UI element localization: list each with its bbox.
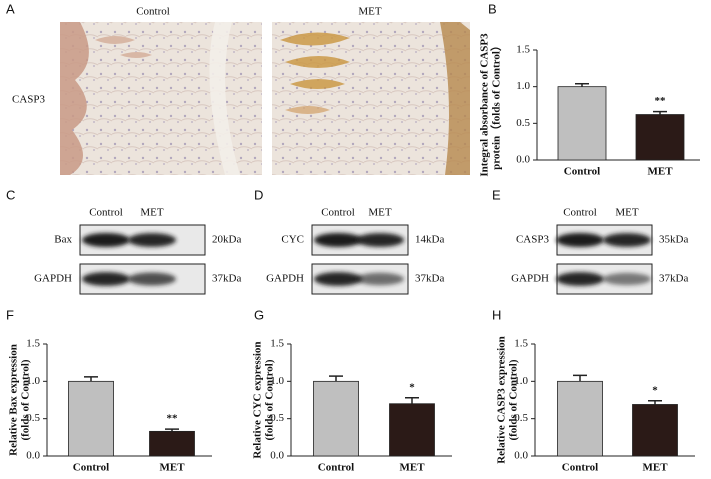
size-label: 20kDa: [212, 234, 241, 246]
y-tick-label: 1.0: [270, 375, 284, 387]
y-tick-label: 0.5: [516, 117, 530, 129]
lane-label: MET: [140, 207, 164, 219]
panel-label: F: [6, 307, 14, 322]
protein-label: CASP3: [516, 234, 550, 246]
lane-label: MET: [368, 207, 392, 219]
lane-label: Control: [89, 207, 123, 219]
error-bar: [405, 397, 419, 404]
y-tick-label: 1.5: [270, 338, 284, 350]
error-bar: [84, 376, 98, 382]
lane-label: MET: [615, 207, 639, 219]
y-tick-label: 0.0: [270, 450, 284, 462]
column-label: MET: [358, 6, 382, 18]
error-bar: [165, 428, 179, 432]
panel-label: A: [6, 1, 15, 16]
y-axis-label: (folds of Control): [20, 359, 32, 440]
y-axis-label: Relative Bax expression: [8, 344, 20, 456]
error-bar: [648, 399, 662, 405]
blot-band: [556, 233, 604, 247]
protein-label: Bax: [54, 234, 72, 246]
y-tick-label: 0.5: [270, 412, 284, 424]
y-tick-label: 0.0: [26, 450, 40, 462]
bar: [557, 86, 607, 161]
y-axis-label: Relative CYC expression: [252, 341, 264, 458]
blot-band: [356, 272, 404, 286]
blot-band: [314, 233, 362, 247]
error-bar: [329, 375, 343, 382]
blot-band: [82, 233, 130, 247]
y-tick-label: 0.5: [514, 412, 528, 424]
blot-band: [556, 272, 604, 286]
bar: [149, 430, 195, 457]
histology-image: [272, 22, 470, 175]
error-bar: [573, 374, 587, 382]
blot-band: [314, 272, 362, 286]
blot-band: [603, 233, 651, 247]
blot-band: [603, 272, 651, 286]
significance-mark: *: [652, 384, 658, 396]
blot-band: [128, 272, 176, 286]
panel-label: H: [492, 307, 501, 322]
y-axis-label: (folds of Control): [264, 359, 276, 440]
panel-label: G: [254, 307, 264, 322]
y-tick-label: 1.5: [26, 338, 40, 350]
y-tick-label: 0.0: [514, 450, 528, 462]
bar: [389, 403, 435, 457]
x-tick-label: MET: [647, 166, 673, 178]
blot-band: [356, 233, 404, 247]
protein-label: GAPDH: [266, 273, 304, 285]
y-tick-label: 1.5: [514, 338, 528, 350]
protein-label: GAPDH: [511, 273, 549, 285]
x-tick-label: Control: [564, 166, 600, 178]
significance-mark: *: [409, 381, 415, 393]
y-tick-label: 1.0: [514, 375, 528, 387]
y-axis-label: (folds of Control): [508, 359, 520, 440]
y-axis-label: Relative CASP3 expression: [496, 336, 508, 464]
y-tick-label: 1.5: [516, 44, 530, 56]
panel-label: B: [488, 1, 497, 16]
x-tick-label: MET: [159, 462, 185, 474]
panel-label: C: [6, 187, 15, 202]
y-axis-label: Integral absorbance of CASP3: [479, 33, 491, 177]
size-label: 37kDa: [212, 273, 241, 285]
significance-mark: **: [167, 413, 179, 425]
x-tick-label: Control: [73, 462, 109, 474]
error-bar: [653, 110, 667, 115]
blot-band: [82, 272, 130, 286]
x-tick-label: MET: [399, 462, 425, 474]
lane-label: Control: [563, 207, 597, 219]
y-tick-label: 1.0: [516, 80, 530, 92]
column-label: Control: [136, 6, 170, 18]
bar: [632, 404, 678, 457]
y-axis-label: protein（folds of Control）: [490, 40, 503, 170]
x-tick-label: MET: [642, 462, 668, 474]
significance-mark: **: [655, 95, 667, 107]
y-tick-label: 0.0: [516, 154, 530, 166]
size-label: 35kDa: [659, 234, 688, 246]
bar: [557, 380, 603, 457]
protein-label: GAPDH: [34, 273, 72, 285]
bar: [635, 114, 685, 161]
x-tick-label: Control: [562, 462, 598, 474]
row-label: CASP3: [12, 94, 46, 106]
bar: [313, 380, 359, 457]
y-tick-label: 0.5: [26, 412, 40, 424]
panel-label: D: [254, 187, 263, 202]
bar: [68, 380, 114, 457]
y-tick-label: 1.0: [26, 375, 40, 387]
x-tick-label: Control: [318, 462, 354, 474]
error-bar: [575, 82, 589, 87]
protein-label: CYC: [281, 234, 304, 246]
size-label: 37kDa: [415, 273, 444, 285]
lane-label: Control: [321, 207, 355, 219]
size-label: 14kDa: [415, 234, 444, 246]
blot-band: [128, 233, 176, 247]
histology-image: [60, 22, 262, 175]
size-label: 37kDa: [659, 273, 688, 285]
panel-label: E: [492, 187, 501, 202]
